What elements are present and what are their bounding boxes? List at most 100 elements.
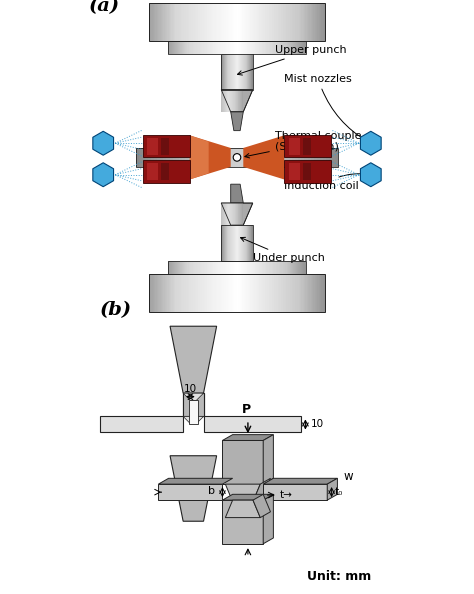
Bar xyxy=(216,261,217,274)
Bar xyxy=(290,41,291,53)
Bar xyxy=(174,3,175,41)
Bar xyxy=(235,41,236,53)
Bar xyxy=(213,41,215,53)
Bar xyxy=(183,261,184,274)
Bar xyxy=(191,261,192,274)
Bar xyxy=(303,138,311,155)
Bar xyxy=(234,41,235,53)
Bar xyxy=(199,148,201,167)
Bar xyxy=(169,261,170,274)
Polygon shape xyxy=(253,478,271,501)
Bar xyxy=(195,261,197,274)
Bar xyxy=(270,261,272,274)
Bar xyxy=(237,261,238,274)
Bar xyxy=(162,3,164,41)
Bar xyxy=(249,41,250,53)
Bar xyxy=(182,41,183,53)
Bar xyxy=(215,274,216,312)
Bar xyxy=(221,148,223,167)
Bar xyxy=(241,148,243,167)
Bar xyxy=(181,3,182,41)
Bar xyxy=(148,148,151,167)
Bar xyxy=(274,3,276,41)
Bar xyxy=(309,274,310,312)
Bar xyxy=(284,135,331,157)
Text: 10: 10 xyxy=(311,419,324,429)
Bar xyxy=(231,148,233,167)
Bar xyxy=(150,274,152,312)
Bar xyxy=(310,274,312,312)
Bar xyxy=(184,41,185,53)
Bar xyxy=(290,148,292,167)
Bar xyxy=(210,3,212,41)
Bar xyxy=(147,138,158,155)
Bar xyxy=(190,274,191,312)
Text: (a): (a) xyxy=(89,0,120,15)
Bar xyxy=(279,274,281,312)
Bar xyxy=(264,261,266,274)
Bar xyxy=(291,41,292,53)
Bar xyxy=(188,3,190,41)
Bar xyxy=(250,3,252,41)
Bar xyxy=(279,41,280,53)
Bar xyxy=(232,261,233,274)
Bar xyxy=(155,3,157,41)
Bar xyxy=(204,41,205,53)
Bar xyxy=(324,3,325,41)
Bar xyxy=(258,274,259,312)
Bar xyxy=(242,3,244,41)
Bar xyxy=(207,274,209,312)
Bar xyxy=(210,261,212,274)
Bar xyxy=(236,3,237,41)
Bar xyxy=(244,3,245,41)
Bar xyxy=(228,274,229,312)
Bar xyxy=(294,41,295,53)
Bar xyxy=(158,3,159,41)
Bar xyxy=(321,3,322,41)
Bar xyxy=(297,261,298,274)
Bar xyxy=(227,261,228,274)
Bar xyxy=(159,3,161,41)
Bar xyxy=(289,138,300,155)
Bar xyxy=(219,148,221,167)
Bar xyxy=(254,3,255,41)
Bar xyxy=(316,3,317,41)
Bar xyxy=(196,3,198,41)
Bar xyxy=(235,148,237,167)
Bar xyxy=(265,274,267,312)
Bar xyxy=(205,148,207,167)
Bar xyxy=(310,3,312,41)
Bar xyxy=(172,41,173,53)
Bar xyxy=(301,148,304,167)
Bar xyxy=(146,148,148,167)
Bar xyxy=(319,148,323,167)
Bar xyxy=(319,274,320,312)
Bar xyxy=(253,41,254,53)
Bar xyxy=(191,148,194,167)
Bar xyxy=(246,274,247,312)
Bar xyxy=(162,274,164,312)
Bar xyxy=(230,261,231,274)
Bar xyxy=(209,274,210,312)
Bar xyxy=(238,41,239,53)
Bar xyxy=(169,41,170,53)
Bar xyxy=(142,148,146,167)
Polygon shape xyxy=(170,326,217,393)
Bar xyxy=(186,261,188,274)
Bar xyxy=(162,138,169,155)
Bar xyxy=(323,148,326,167)
Bar xyxy=(255,41,257,53)
Bar xyxy=(136,148,338,167)
Bar xyxy=(240,41,241,53)
Bar xyxy=(217,261,219,274)
Bar xyxy=(242,41,243,53)
Bar xyxy=(169,3,170,41)
Bar xyxy=(170,274,171,312)
Polygon shape xyxy=(221,203,253,225)
Bar xyxy=(244,274,245,312)
Bar xyxy=(273,148,275,167)
Bar xyxy=(247,261,248,274)
Bar xyxy=(205,274,207,312)
Bar xyxy=(248,41,249,53)
Polygon shape xyxy=(263,494,273,544)
